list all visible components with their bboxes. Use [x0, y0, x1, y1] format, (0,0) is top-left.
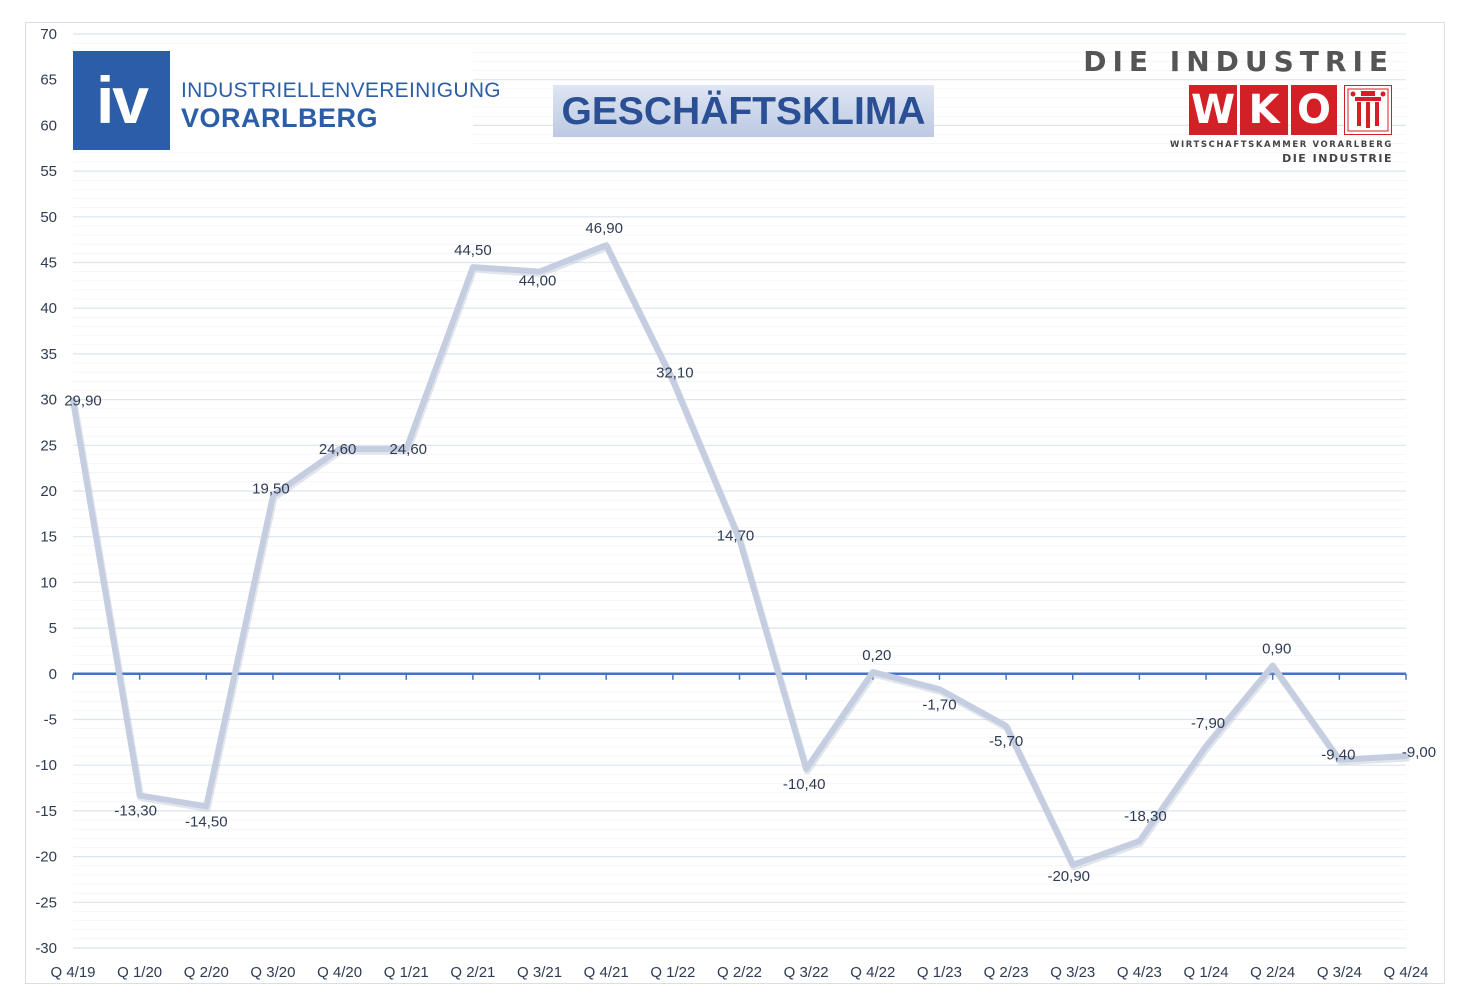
- x-tick-label: Q 3/21: [517, 964, 562, 981]
- data-label: -1,70: [922, 696, 956, 713]
- y-tick-label: -15: [35, 803, 57, 820]
- chart-frame: [25, 22, 1445, 984]
- series-line-shadow: [70, 243, 1411, 871]
- data-label: -13,30: [114, 802, 157, 819]
- series-line: [70, 242, 1409, 868]
- vorarlberg-crest-icon: [1344, 85, 1392, 135]
- x-tick-label: Q 1/22: [650, 964, 695, 981]
- y-tick-label: -5: [44, 712, 57, 729]
- data-label: -10,40: [783, 776, 826, 793]
- data-label: 0,90: [1262, 641, 1291, 658]
- y-tick-label: 0: [49, 666, 57, 683]
- y-tick-label: 45: [40, 255, 57, 272]
- wko-logo: DIE INDUSTRIE W K O WIRTSCHAFTSKAMMER VO…: [1083, 45, 1400, 170]
- wko-top-text: DIE INDUSTRIE: [1083, 45, 1394, 78]
- wko-sub-text-1: WIRTSCHAFTSKAMMER VORARLBERG: [1169, 140, 1393, 150]
- wko-sub-text-2: DIE INDUSTRIE: [1282, 152, 1393, 165]
- wko-letter-w: W: [1189, 85, 1237, 135]
- x-tick-label: Q 4/24: [1383, 964, 1428, 981]
- x-tick-label: Q 3/20: [250, 964, 295, 981]
- x-tick-label: Q 4/23: [1117, 964, 1162, 981]
- x-tick-label: Q 4/20: [317, 964, 362, 981]
- y-tick-label: -30: [35, 940, 57, 957]
- data-label: -5,70: [989, 733, 1023, 750]
- iv-logo-mark: iv: [73, 51, 170, 150]
- x-tick-label: Q 3/22: [784, 964, 829, 981]
- y-tick-label: 40: [40, 300, 57, 317]
- x-axis-ticks: Q 4/19 Q 1/20 Q 2/20 Q 3/20 Q 4/20 Q 1/21 Q 2/…: [50, 964, 1428, 981]
- x-tick-label: Q 2/23: [984, 964, 1029, 981]
- y-tick-label: 55: [40, 163, 57, 180]
- y-tick-label: 30: [40, 392, 57, 409]
- y-tick-label: 35: [40, 346, 57, 363]
- data-label: 46,90: [585, 220, 623, 237]
- x-tick-label: Q 4/21: [584, 964, 629, 981]
- y-tick-label: 70: [40, 26, 57, 43]
- y-axis-ticks: 7065605550454035302520151050-5-10-15-20-…: [35, 26, 57, 957]
- x-tick-label: Q 3/24: [1317, 964, 1362, 981]
- y-tick-label: -25: [35, 894, 57, 911]
- y-tick-label: -10: [35, 757, 57, 774]
- x-tick-label: Q 4/19: [50, 964, 95, 981]
- x-tick-label: Q 1/21: [384, 964, 429, 981]
- data-label: -9,00: [1402, 744, 1436, 761]
- x-tick-label: Q 4/22: [850, 964, 895, 981]
- series-line-layer: [70, 242, 1411, 871]
- iv-logo: iv INDUSTRIELLENVEREINIGUNG VORARLBERG: [73, 51, 501, 151]
- data-label: 0,20: [862, 647, 891, 664]
- y-tick-label: 5: [49, 620, 57, 637]
- data-label: -20,90: [1047, 868, 1090, 885]
- data-label: -9,40: [1321, 747, 1355, 764]
- x-tick-label: Q 3/23: [1050, 964, 1095, 981]
- wko-letter-o: O: [1291, 85, 1337, 135]
- data-label: 44,00: [519, 273, 557, 290]
- chart-title: GESCHÄFTSKLIMA: [561, 90, 926, 133]
- y-tick-label: 10: [40, 574, 57, 591]
- x-tick-label: Q 2/21: [450, 964, 495, 981]
- zero-axis: [72, 672, 1407, 680]
- data-label: 24,60: [389, 441, 427, 458]
- x-tick-label: Q 1/24: [1184, 964, 1229, 981]
- y-tick-label: 25: [40, 437, 57, 454]
- x-tick-label: Q 1/23: [917, 964, 962, 981]
- x-tick-label: Q 2/24: [1250, 964, 1295, 981]
- data-label: -18,30: [1124, 808, 1167, 825]
- data-label: 19,50: [252, 481, 290, 498]
- y-tick-label: -20: [35, 849, 57, 866]
- data-label: -7,90: [1191, 715, 1225, 732]
- y-tick-label: 15: [40, 529, 57, 546]
- data-label: 24,60: [319, 441, 357, 458]
- x-tick-label: Q 2/20: [184, 964, 229, 981]
- y-tick-label: 50: [40, 209, 57, 226]
- x-tick-label: Q 1/20: [117, 964, 162, 981]
- chart-title-box: GESCHÄFTSKLIMA: [553, 85, 934, 137]
- y-tick-label: 65: [40, 72, 57, 89]
- wko-letter-k: K: [1240, 85, 1288, 135]
- data-label: 32,10: [656, 364, 694, 381]
- x-tick-label: Q 2/22: [717, 964, 762, 981]
- data-labels: 29,90 -13,30 -14,50 19,50 24,60 24,60 44,50 44,…: [64, 220, 1436, 885]
- y-tick-label: 20: [40, 483, 57, 500]
- data-label: -14,50: [185, 813, 228, 830]
- data-label: 44,50: [454, 242, 492, 259]
- data-label: 14,70: [717, 527, 755, 544]
- iv-logo-line2: VORARLBERG: [181, 103, 379, 133]
- y-tick-label: 60: [40, 117, 57, 134]
- data-label: 29,90: [64, 393, 102, 410]
- iv-logo-line1: INDUSTRIELLENVEREINIGUNG: [181, 79, 501, 102]
